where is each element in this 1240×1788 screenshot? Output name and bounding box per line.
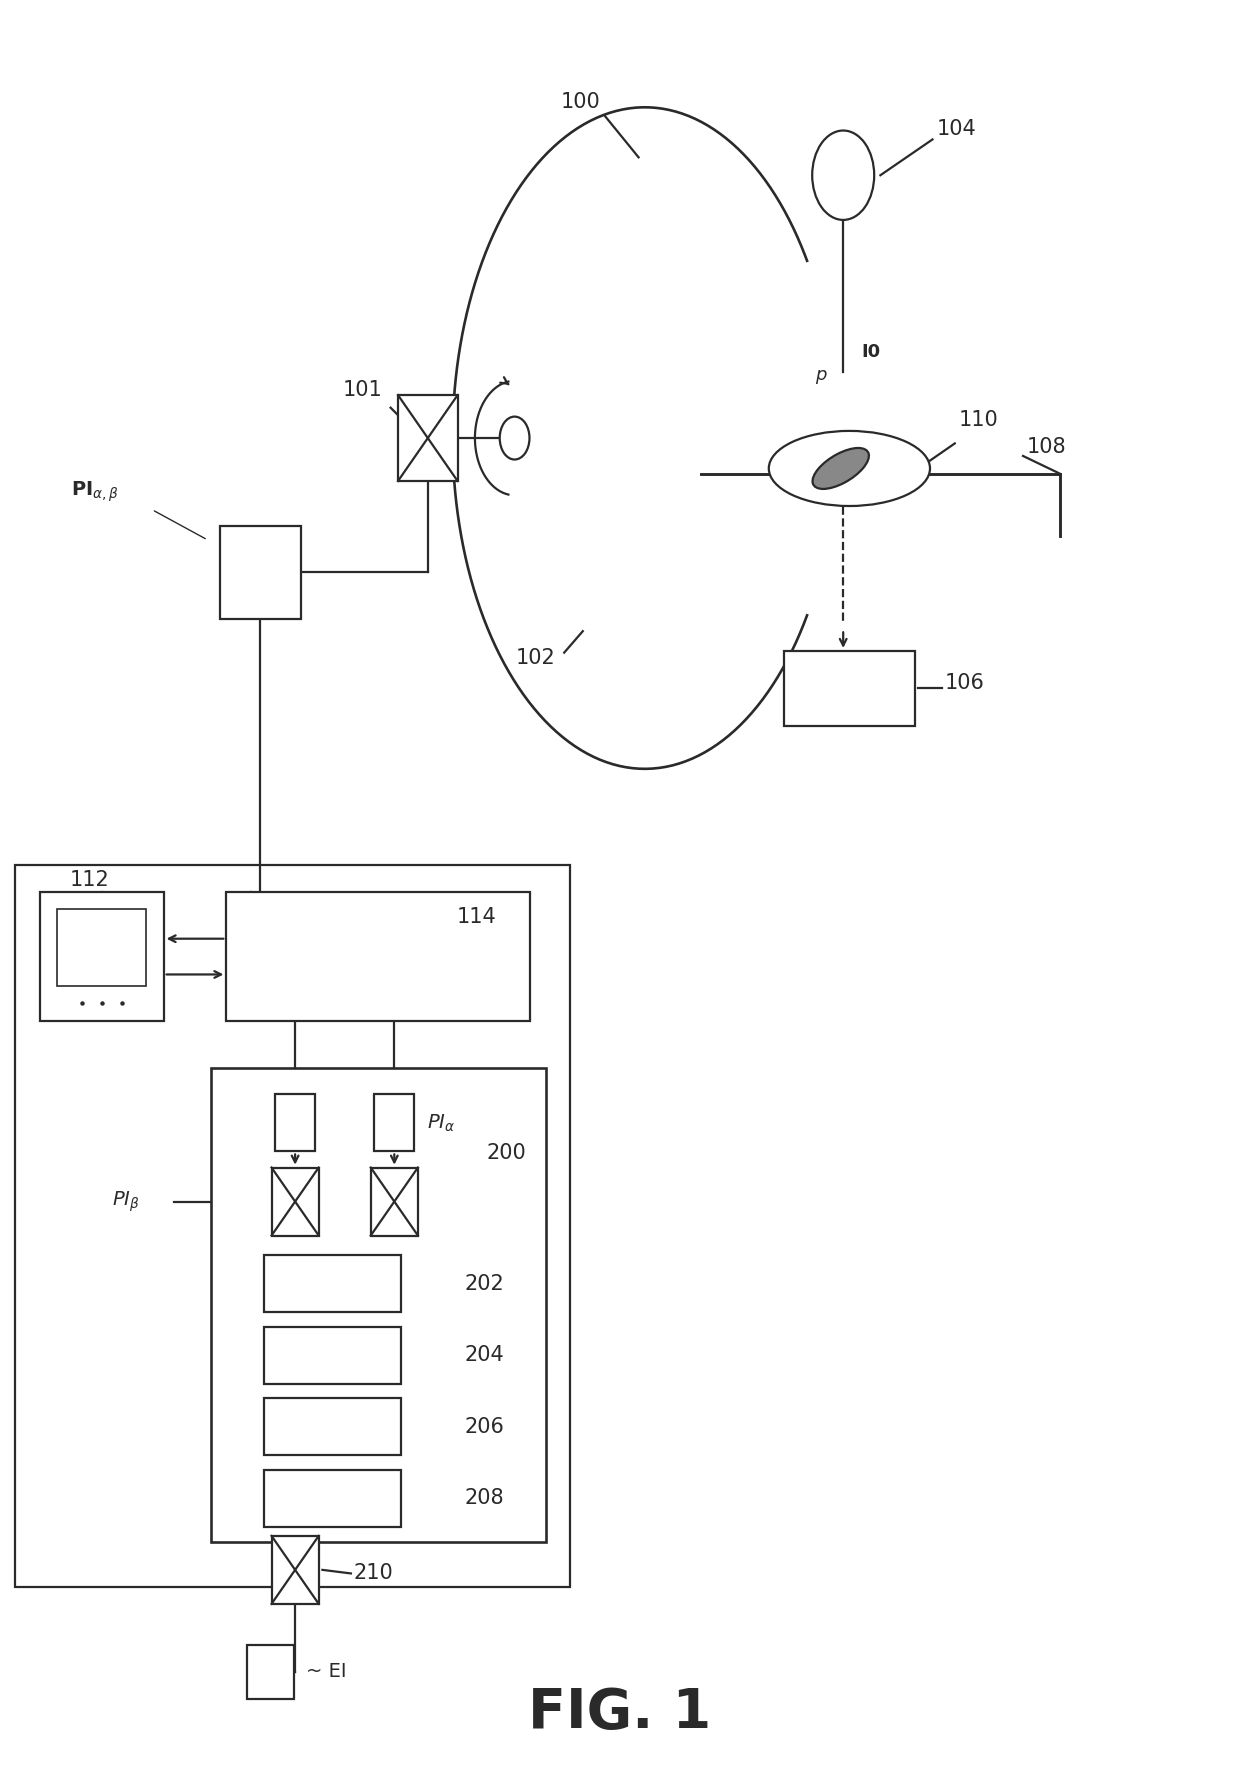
Text: 104: 104: [936, 118, 976, 139]
Bar: [226, 892, 531, 1021]
Bar: [247, 1645, 294, 1699]
Text: 200: 200: [486, 1143, 526, 1164]
Bar: [264, 1327, 401, 1384]
Text: FIG. 1: FIG. 1: [528, 1686, 712, 1740]
Bar: [40, 892, 164, 1021]
Bar: [221, 526, 300, 619]
Text: 110: 110: [959, 409, 998, 431]
Text: 112: 112: [69, 869, 109, 890]
Text: $PI_{\alpha}$: $PI_{\alpha}$: [427, 1112, 455, 1134]
Text: 100: 100: [560, 91, 600, 113]
Ellipse shape: [769, 431, 930, 506]
Circle shape: [500, 417, 529, 460]
Bar: [374, 1094, 414, 1151]
Circle shape: [812, 131, 874, 220]
Text: $PI_{\beta}$: $PI_{\beta}$: [112, 1189, 139, 1214]
Text: 108: 108: [1027, 436, 1066, 458]
Bar: [57, 908, 146, 987]
Text: ~ EI: ~ EI: [306, 1663, 347, 1681]
Text: 101: 101: [342, 379, 382, 401]
Text: 210: 210: [353, 1563, 393, 1584]
Bar: [272, 1536, 319, 1604]
Text: 202: 202: [465, 1273, 505, 1295]
Bar: [264, 1470, 401, 1527]
Text: 106: 106: [945, 672, 985, 694]
Ellipse shape: [812, 449, 869, 488]
Text: I0: I0: [861, 343, 880, 361]
Text: 102: 102: [516, 647, 556, 669]
Bar: [398, 395, 458, 481]
Text: 206: 206: [465, 1416, 505, 1438]
Bar: [785, 651, 915, 726]
Text: $\mathbf{PI}_{\alpha,\beta}$: $\mathbf{PI}_{\alpha,\beta}$: [71, 479, 119, 504]
Bar: [275, 1094, 315, 1151]
Bar: [15, 865, 570, 1588]
Bar: [272, 1168, 319, 1236]
Bar: [264, 1255, 401, 1312]
Text: 114: 114: [456, 907, 496, 928]
Text: 208: 208: [465, 1488, 505, 1509]
Bar: [371, 1168, 418, 1236]
Text: 204: 204: [465, 1345, 505, 1366]
Bar: [264, 1398, 401, 1455]
Bar: [211, 1067, 546, 1541]
Text: p: p: [815, 367, 827, 384]
